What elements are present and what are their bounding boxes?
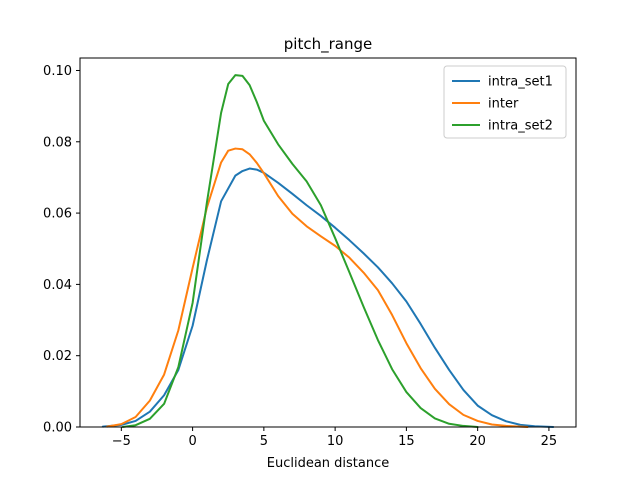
plot-area	[101, 74, 555, 428]
x-tick-label: 10	[327, 434, 344, 449]
x-tick-label: 5	[260, 434, 268, 449]
y-tick-label: 0.02	[43, 349, 72, 364]
series-line-intra_set2	[121, 74, 479, 428]
y-tick-label: 0.10	[43, 64, 72, 79]
legend-label-intra_set2: intra_set2	[488, 119, 553, 134]
y-tick-label: 0.06	[43, 207, 72, 222]
legend-box	[443, 65, 567, 139]
x-tick-label: 15	[398, 434, 415, 449]
series-line-inter	[106, 147, 529, 428]
chart-title: pitch_range	[284, 35, 372, 54]
x-tick-label: 25	[541, 434, 558, 449]
y-tick-label: 0.04	[43, 278, 72, 293]
x-tick-label: −5	[112, 434, 131, 449]
axes-frame	[79, 57, 577, 428]
legend-label-inter: inter	[488, 97, 519, 112]
axes: −5 0 5 10 15 20 25 0.00 0.02 0.04 0.06 0.08 0.10	[43, 57, 577, 449]
y-tick-label: 0.08	[43, 135, 72, 150]
x-axis-label: Euclidean distance	[267, 456, 390, 471]
x-tick-label: 0	[188, 434, 196, 449]
series-line-intra_set1	[101, 167, 555, 428]
y-tick-label: 0.00	[43, 421, 72, 436]
x-tick-label: 20	[469, 434, 486, 449]
legend-label-intra_set1: intra_set1	[488, 75, 553, 90]
